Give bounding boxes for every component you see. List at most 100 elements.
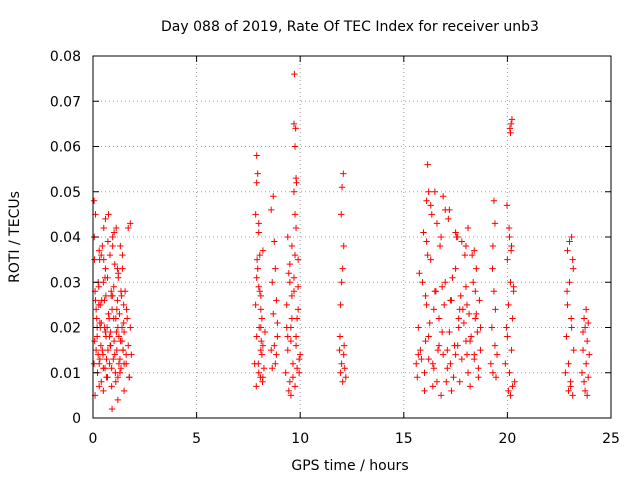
data-point bbox=[452, 229, 459, 236]
x-tick-labels: 0 5 10 15 20 25 bbox=[89, 431, 620, 447]
data-point bbox=[445, 215, 452, 223]
data-point bbox=[422, 292, 429, 300]
data-point bbox=[95, 283, 103, 290]
data-point bbox=[458, 238, 466, 245]
data-point bbox=[110, 229, 118, 236]
data-point bbox=[106, 360, 113, 367]
data-point bbox=[90, 197, 98, 204]
data-point bbox=[473, 265, 480, 272]
data-point bbox=[269, 365, 276, 372]
data-point bbox=[111, 351, 118, 358]
y-tick-label: 0.07 bbox=[50, 94, 81, 110]
data-point bbox=[114, 297, 121, 304]
data-point bbox=[290, 274, 298, 281]
data-point bbox=[421, 369, 428, 376]
data-point bbox=[92, 346, 100, 354]
data-point bbox=[477, 324, 484, 331]
data-point bbox=[456, 378, 463, 385]
data-point bbox=[439, 193, 447, 200]
data-point bbox=[104, 238, 112, 245]
data-point bbox=[564, 247, 571, 254]
data-point bbox=[506, 369, 513, 376]
data-point bbox=[259, 247, 267, 254]
data-point bbox=[503, 324, 510, 331]
data-point bbox=[427, 256, 434, 263]
data-point bbox=[413, 360, 420, 367]
data-point bbox=[274, 319, 281, 327]
data-point bbox=[116, 355, 124, 363]
x-tick-label: 5 bbox=[192, 431, 201, 447]
data-point bbox=[472, 315, 479, 322]
data-point bbox=[292, 342, 300, 349]
data-point bbox=[119, 251, 126, 259]
data-point bbox=[292, 125, 299, 132]
data-point bbox=[568, 233, 575, 241]
data-point bbox=[108, 365, 115, 372]
data-point bbox=[507, 279, 514, 286]
data-point bbox=[295, 355, 303, 363]
data-point bbox=[291, 211, 299, 218]
data-point bbox=[582, 360, 590, 367]
data-point bbox=[100, 256, 107, 263]
data-point bbox=[120, 328, 128, 336]
data-point bbox=[99, 242, 106, 250]
y-tick-label: 0.06 bbox=[50, 140, 81, 156]
data-point bbox=[423, 197, 430, 204]
data-point bbox=[257, 374, 264, 381]
data-point bbox=[447, 360, 454, 367]
x-tick-label: 10 bbox=[291, 431, 309, 447]
data-point bbox=[580, 378, 588, 385]
data-point bbox=[461, 251, 469, 259]
data-point bbox=[586, 351, 593, 358]
data-point bbox=[106, 251, 114, 259]
data-point bbox=[105, 211, 112, 218]
data-point bbox=[475, 365, 482, 372]
data-point bbox=[570, 265, 577, 272]
data-point bbox=[336, 333, 344, 340]
y-tick-label: 0.02 bbox=[50, 321, 81, 337]
data-point bbox=[283, 301, 290, 309]
data-point bbox=[491, 342, 499, 349]
data-point bbox=[421, 387, 428, 395]
data-point bbox=[443, 378, 450, 385]
data-point bbox=[287, 337, 295, 345]
data-point bbox=[503, 202, 511, 209]
data-point bbox=[291, 70, 298, 78]
data-point bbox=[491, 220, 499, 227]
data-point bbox=[568, 324, 575, 331]
data-point bbox=[254, 170, 261, 177]
data-point bbox=[96, 319, 104, 327]
data-point bbox=[120, 301, 127, 309]
data-point bbox=[271, 342, 278, 349]
data-point bbox=[286, 279, 294, 286]
data-point bbox=[339, 378, 346, 385]
data-point bbox=[286, 260, 294, 268]
data-point bbox=[579, 346, 587, 354]
data-point bbox=[103, 355, 110, 363]
data-point bbox=[449, 274, 456, 281]
chart-title: Day 088 of 2019, Rate Of TEC Index for r… bbox=[161, 19, 539, 35]
data-point bbox=[270, 193, 277, 200]
data-point bbox=[437, 392, 445, 399]
data-point bbox=[433, 378, 441, 385]
data-point bbox=[438, 283, 446, 290]
data-point bbox=[489, 369, 497, 376]
data-point bbox=[253, 152, 260, 159]
data-point bbox=[511, 378, 518, 385]
data-point bbox=[459, 306, 467, 313]
data-point bbox=[120, 387, 128, 395]
data-point bbox=[505, 224, 513, 232]
data-point bbox=[466, 383, 474, 390]
data-point bbox=[253, 256, 261, 263]
data-point bbox=[127, 324, 134, 331]
data-point bbox=[257, 346, 265, 354]
x-tick-label: 15 bbox=[395, 431, 413, 447]
data-point bbox=[585, 319, 592, 327]
data-point bbox=[102, 333, 110, 340]
data-point bbox=[102, 215, 109, 223]
data-point bbox=[115, 333, 123, 340]
data-point bbox=[472, 288, 479, 295]
data-point bbox=[426, 319, 433, 327]
data-point bbox=[424, 161, 431, 168]
